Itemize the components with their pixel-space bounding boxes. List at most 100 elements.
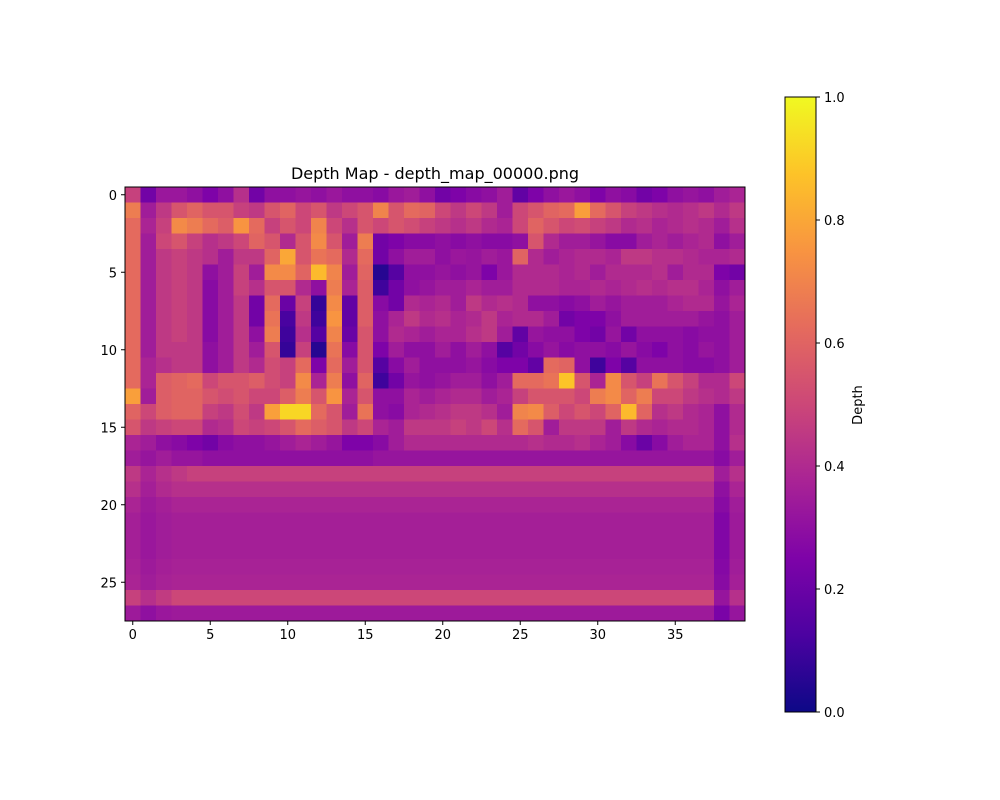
heatmap-cell xyxy=(419,342,436,358)
heatmap-cell xyxy=(574,311,591,327)
heatmap-cell xyxy=(125,249,141,265)
heatmap-cell xyxy=(512,357,529,374)
heatmap-cell xyxy=(295,295,312,312)
heatmap-cell xyxy=(543,528,560,544)
heatmap-cell xyxy=(233,528,250,544)
heatmap-cell xyxy=(683,342,699,358)
heatmap-cell xyxy=(404,419,420,436)
heatmap-cell xyxy=(280,388,296,405)
heatmap-cell xyxy=(156,605,172,622)
heatmap-cell xyxy=(683,264,699,281)
heatmap-cell xyxy=(404,233,420,250)
heatmap-cell xyxy=(605,373,622,389)
heatmap-cell xyxy=(311,497,327,513)
heatmap-cell xyxy=(280,373,296,389)
heatmap-cell xyxy=(714,342,730,358)
heatmap-cell xyxy=(574,574,591,591)
y-tick-label: 15 xyxy=(100,421,117,436)
heatmap-cell xyxy=(450,264,467,281)
heatmap-cell xyxy=(171,543,188,560)
heatmap-cell xyxy=(590,326,606,343)
heatmap-cell xyxy=(574,543,591,560)
heatmap-cell xyxy=(295,466,312,482)
heatmap-cell xyxy=(140,512,157,529)
heatmap-cell xyxy=(202,512,219,529)
heatmap-cell xyxy=(450,249,467,265)
heatmap-cell xyxy=(388,559,405,575)
heatmap-cell xyxy=(280,326,296,343)
heatmap-cell xyxy=(605,512,622,529)
heatmap-cell xyxy=(543,559,560,575)
heatmap-cell xyxy=(156,218,172,234)
heatmap-cell xyxy=(714,559,730,575)
heatmap-cell xyxy=(218,497,234,513)
heatmap-cell xyxy=(233,559,250,575)
heatmap-cell xyxy=(187,404,203,420)
heatmap-cell xyxy=(249,342,265,358)
heatmap-cell xyxy=(404,512,420,529)
heatmap-cell xyxy=(187,435,203,451)
heatmap-cell xyxy=(373,528,389,544)
heatmap-cell xyxy=(698,311,715,327)
heatmap-cell xyxy=(187,295,203,312)
heatmap-cell xyxy=(419,311,436,327)
heatmap-cell xyxy=(187,311,203,327)
heatmap-cell xyxy=(295,218,312,234)
heatmap-cell xyxy=(450,357,467,374)
heatmap-cell xyxy=(388,373,405,389)
heatmap-cell xyxy=(512,528,529,544)
heatmap-cell xyxy=(388,388,405,405)
heatmap-cell xyxy=(280,249,296,265)
heatmap-cell xyxy=(435,233,451,250)
heatmap-cell xyxy=(233,357,250,374)
heatmap-cell xyxy=(218,295,234,312)
heatmap-cell xyxy=(342,357,358,374)
x-tick-label: 10 xyxy=(279,628,296,643)
heatmap-cell xyxy=(528,528,544,544)
heatmap-cell xyxy=(311,264,327,281)
heatmap-cell xyxy=(481,342,498,358)
heatmap-cell xyxy=(342,187,358,203)
heatmap-cell xyxy=(652,280,668,296)
heatmap-cell xyxy=(698,435,715,451)
heatmap-cell xyxy=(652,404,668,420)
heatmap-cell xyxy=(729,481,746,498)
heatmap-cell xyxy=(450,590,467,606)
heatmap-cell xyxy=(559,342,575,358)
heatmap-cell xyxy=(621,233,637,250)
heatmap-cell xyxy=(357,342,374,358)
heatmap-cell xyxy=(590,264,606,281)
heatmap-cell xyxy=(388,450,405,467)
heatmap-cell xyxy=(636,404,653,420)
heatmap-cell xyxy=(621,512,637,529)
heatmap-cell xyxy=(419,435,436,451)
heatmap-cell xyxy=(187,512,203,529)
heatmap-cell xyxy=(280,342,296,358)
heatmap-cell xyxy=(512,512,529,529)
heatmap-cell xyxy=(140,373,157,389)
y-tick-label: 25 xyxy=(100,576,117,591)
heatmap-cell xyxy=(280,528,296,544)
heatmap-cell xyxy=(404,559,420,575)
heatmap-cell xyxy=(357,435,374,451)
heatmap-cell xyxy=(156,357,172,374)
heatmap-cell xyxy=(466,218,482,234)
heatmap-cell xyxy=(140,326,157,343)
heatmap-cell xyxy=(373,481,389,498)
heatmap-cell xyxy=(404,280,420,296)
heatmap-cell xyxy=(714,326,730,343)
heatmap-cell xyxy=(574,435,591,451)
heatmap-cell xyxy=(574,295,591,312)
heatmap-cell xyxy=(605,404,622,420)
heatmap-cell xyxy=(590,605,606,622)
heatmap-cell xyxy=(171,326,188,343)
heatmap-cell xyxy=(373,342,389,358)
heatmap-cell xyxy=(698,559,715,575)
heatmap-cell xyxy=(574,605,591,622)
heatmap-cell xyxy=(466,466,482,482)
heatmap-cell xyxy=(419,295,436,312)
heatmap-cell xyxy=(373,295,389,312)
heatmap-cell xyxy=(311,326,327,343)
heatmap-cell xyxy=(590,435,606,451)
heatmap-cell xyxy=(729,342,746,358)
